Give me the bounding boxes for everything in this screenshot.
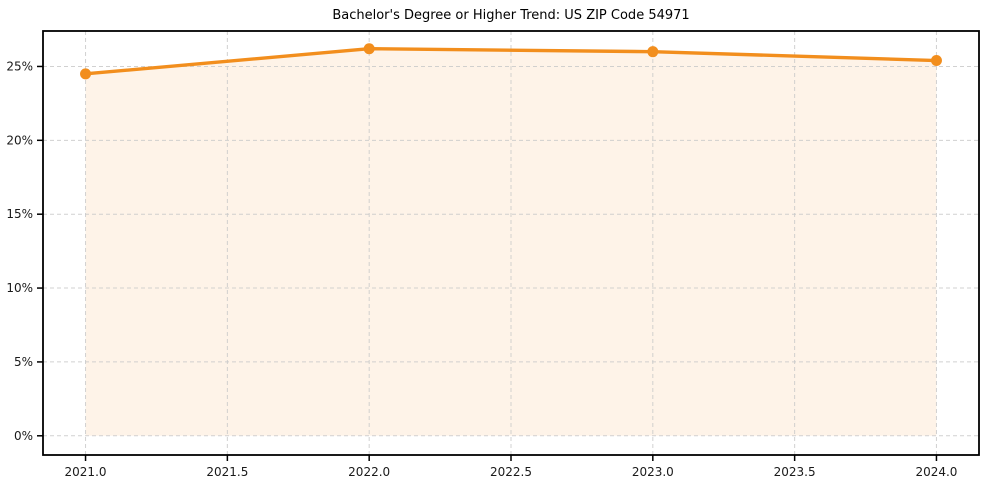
trend-line — [83, 47, 939, 76]
axes-layer — [37, 30, 980, 461]
gridline-layer — [43, 31, 979, 455]
y-tick-label: 25% — [6, 59, 33, 73]
x-tick-label: 2023.5 — [774, 465, 816, 479]
y-tick-label: 15% — [6, 207, 33, 221]
y-tick-label: 10% — [6, 281, 33, 295]
x-tick-label: 2021.0 — [65, 465, 107, 479]
y-tick-label: 0% — [14, 429, 33, 443]
tick-label-layer: 2021.0 2021.5 2022.0 2022.5 2023.0 2023.5 2024… — [6, 59, 957, 479]
data-point — [930, 55, 942, 67]
chart-title: Bachelor's Degree or Higher Trend: US ZI… — [332, 8, 689, 23]
x-tick-label: 2024.0 — [915, 465, 957, 479]
x-tick-label: 2022.5 — [490, 465, 532, 479]
y-tick-label: 20% — [6, 133, 33, 147]
x-tick-label: 2021.5 — [206, 465, 248, 479]
x-tick-label: 2023.0 — [632, 465, 674, 479]
y-tick-label: 5% — [14, 355, 33, 369]
series-layer — [80, 43, 942, 80]
data-point — [647, 46, 659, 58]
data-point — [363, 43, 375, 55]
data-point — [80, 68, 92, 80]
x-tick-label: 2022.0 — [348, 465, 390, 479]
